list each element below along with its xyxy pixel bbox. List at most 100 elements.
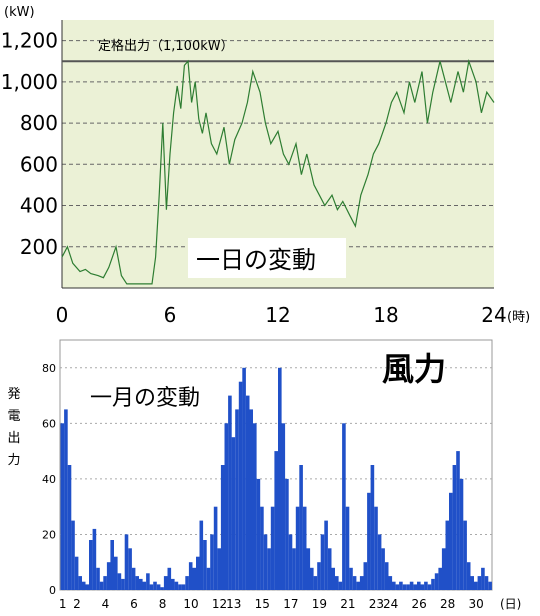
monthly-bar <box>224 423 229 590</box>
monthly-bar <box>103 576 107 590</box>
monthly-bar <box>388 576 393 590</box>
daily-x-unit: (時) <box>507 310 530 325</box>
monthly-bar <box>477 576 482 590</box>
monthly-bar <box>377 534 382 590</box>
monthly-bar <box>384 562 389 590</box>
monthly-bar <box>474 581 478 590</box>
monthly-bar <box>267 548 271 590</box>
daily-x-ticks: 0 6 12 18 24 <box>56 303 507 327</box>
daily-x-tick-label: 6 <box>164 303 177 327</box>
monthly-bar <box>256 478 261 590</box>
monthly-bar <box>149 584 154 590</box>
monthly-bar <box>196 556 200 590</box>
monthly-bar <box>335 576 339 590</box>
monthly-bar <box>99 581 104 590</box>
monthly-bar <box>331 567 335 590</box>
monthly-bar <box>431 578 435 590</box>
monthly-bar <box>302 506 307 590</box>
monthly-bar <box>92 528 97 590</box>
monthly-bar <box>210 534 214 590</box>
monthly-bar <box>178 584 182 590</box>
monthly-bar <box>363 562 368 590</box>
monthly-bar <box>424 581 428 590</box>
monthly-bar <box>263 534 268 590</box>
monthly-bar <box>163 576 168 590</box>
daily-chart: 定格出力（1,100kW） 200 400 600 800 1,000 1,200 0 6 1… <box>1 5 530 327</box>
monthly-bar <box>409 581 414 590</box>
monthly-x-tick-label: 24 <box>383 597 398 611</box>
monthly-bar <box>156 584 161 590</box>
monthly-y-tick-label: 40 <box>42 473 56 486</box>
monthly-bar <box>106 562 111 590</box>
monthly-bar <box>171 578 175 590</box>
daily-output-line <box>61 58 495 285</box>
monthly-bar <box>317 562 321 590</box>
monthly-bar <box>402 584 407 590</box>
monthly-x-tick-label: 26 <box>412 597 427 611</box>
monthly-bar <box>228 395 232 590</box>
monthly-bar <box>245 395 250 590</box>
monthly-bar <box>320 534 325 590</box>
monthly-bar <box>463 520 467 590</box>
monthly-y-ticks: 0 20 40 60 80 <box>42 362 56 597</box>
monthly-bar <box>359 576 364 590</box>
monthly-bar <box>260 506 264 590</box>
monthly-y-tick-label: 60 <box>42 417 56 430</box>
monthly-bar <box>417 581 421 590</box>
monthly-bar <box>96 567 100 590</box>
monthly-y-label-char: 発 <box>7 387 20 402</box>
monthly-bar <box>285 478 289 590</box>
monthly-bar <box>310 567 314 590</box>
monthly-x-unit: (日) <box>500 597 521 611</box>
monthly-x-tick-label: 19 <box>312 597 327 611</box>
monthly-bars <box>60 367 492 590</box>
monthly-bar <box>367 492 371 590</box>
monthly-bar <box>370 465 375 590</box>
monthly-bar <box>174 581 179 590</box>
daily-y-tick-label: 800 <box>20 111 58 135</box>
monthly-y-label-char: 電 <box>7 409 20 424</box>
monthly-bar <box>231 437 236 590</box>
monthly-bar <box>220 465 225 590</box>
daily-x-tick-label: 18 <box>373 303 398 327</box>
monthly-bar <box>253 423 257 590</box>
monthly-bar <box>374 506 378 590</box>
monthly-bar <box>217 548 221 590</box>
monthly-x-tick-label: 23 <box>369 597 384 611</box>
monthly-bar <box>413 584 417 590</box>
monthly-bar <box>274 451 278 590</box>
monthly-bar <box>235 409 239 590</box>
monthly-bar <box>67 465 72 590</box>
monthly-y-label-char: 力 <box>7 453 20 468</box>
monthly-bar <box>146 573 150 590</box>
monthly-bar <box>199 520 204 590</box>
monthly-bar <box>420 584 425 590</box>
monthly-bar <box>459 478 464 590</box>
monthly-bar <box>438 567 442 590</box>
daily-y-tick-label: 600 <box>20 152 58 176</box>
monthly-bar <box>406 584 410 590</box>
monthly-bar <box>238 381 243 590</box>
monthly-bar <box>481 567 485 590</box>
monthly-y-tick-label: 80 <box>42 362 56 375</box>
monthly-bar <box>345 506 350 590</box>
monthly-bar <box>71 520 75 590</box>
monthly-bar <box>466 562 471 590</box>
daily-gridlines <box>61 20 494 289</box>
monthly-bar <box>160 587 164 590</box>
monthly-bar <box>445 520 450 590</box>
monthly-bar <box>356 581 360 590</box>
monthly-bar <box>124 534 129 590</box>
daily-y-tick-label: 200 <box>20 235 58 259</box>
rated-output-label: 定格出力（1,100kW） <box>98 38 234 54</box>
monthly-bar <box>278 367 282 590</box>
monthly-bar <box>270 506 275 590</box>
monthly-bar <box>114 556 118 590</box>
monthly-x-tick-label: 21 <box>340 597 355 611</box>
daily-y-tick-label: 400 <box>20 194 58 218</box>
monthly-bar <box>117 573 122 590</box>
monthly-bar <box>74 556 79 590</box>
monthly-bar <box>242 367 246 590</box>
monthly-x-tick-label: 10 <box>183 597 198 611</box>
